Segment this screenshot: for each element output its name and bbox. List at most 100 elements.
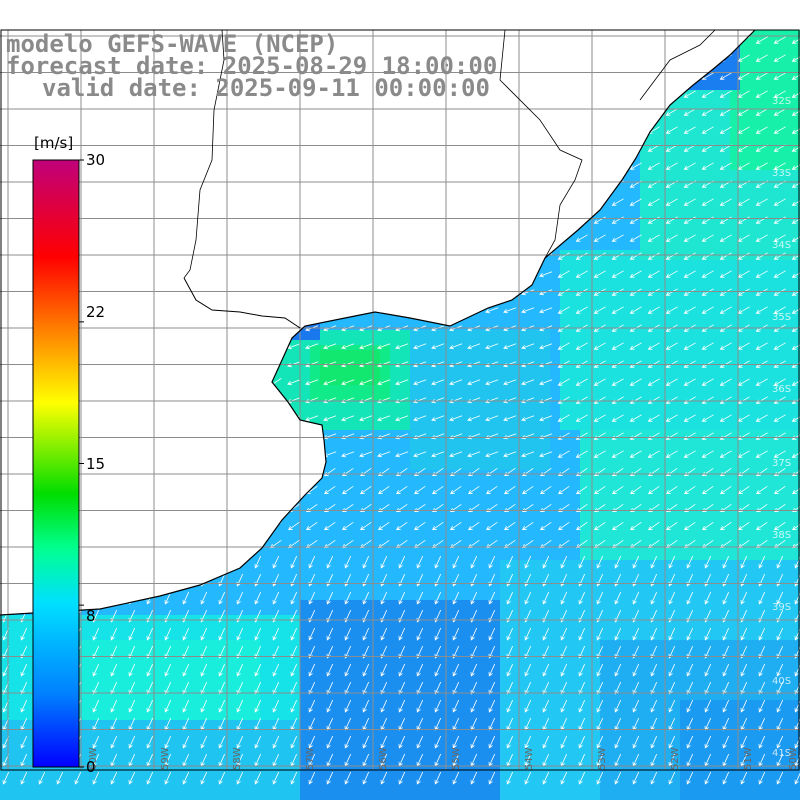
wind-arrow [665, 216, 678, 224]
wind-arrow [683, 378, 696, 386]
wind-arrow [701, 414, 714, 422]
wind-arrow [128, 681, 136, 695]
wind-arrow [416, 681, 424, 695]
wind-arrow [611, 288, 624, 296]
wind-arrow [755, 198, 768, 206]
wind-arrow [182, 699, 190, 713]
wind-arrow [758, 555, 766, 569]
wind-arrow [434, 591, 442, 605]
wind-arrow [434, 735, 442, 749]
wind-arrow [146, 681, 154, 695]
wind-arrow [722, 699, 730, 713]
wind-arrow [560, 555, 568, 569]
wind-arrow [326, 591, 334, 605]
wind-arrow [146, 771, 154, 785]
wind-arrow [452, 735, 460, 749]
wind-arrow [485, 451, 499, 458]
wind-arrow [683, 252, 696, 260]
wind-arrow [666, 521, 678, 531]
lon-label: 56W [378, 747, 389, 770]
lat-label: 39S [772, 602, 791, 613]
wind-arrow [20, 735, 28, 749]
wind-arrow [182, 735, 190, 749]
wind-arrow [305, 379, 319, 386]
wind-arrow [686, 699, 694, 713]
wind-arrow [648, 485, 660, 495]
wind-arrow [146, 627, 154, 641]
wind-arrow [398, 591, 406, 605]
wind-arrow [20, 681, 28, 695]
colorbar-tick-label: 22 [86, 303, 105, 321]
wind-arrow [668, 555, 676, 569]
wind-arrow [414, 485, 426, 495]
wind-arrow [791, 162, 800, 170]
wind-arrow [575, 342, 588, 350]
lon-label: 55W [451, 747, 462, 770]
wind-arrow [236, 699, 244, 713]
wind-arrow [503, 451, 517, 458]
wind-arrow [629, 450, 642, 458]
wind-arrow [344, 735, 352, 749]
wind-arrow [110, 627, 118, 641]
wind-arrow [686, 681, 694, 695]
lon-label: 57W [305, 747, 316, 770]
wind-arrow [560, 591, 568, 605]
wind-arrow [128, 735, 136, 749]
wind-arrow [722, 735, 730, 749]
wind-arrow [326, 555, 334, 569]
wind-arrow [254, 663, 262, 677]
wind-arrow [434, 699, 442, 713]
wind-arrow [578, 663, 586, 677]
wind-arrow [701, 90, 714, 98]
wind-arrow [629, 288, 642, 296]
wind-arrow [146, 663, 154, 677]
wind-arrow [791, 108, 800, 116]
wind-arrow [773, 36, 786, 44]
wind-arrow [522, 485, 534, 495]
wind-arrow [593, 270, 606, 278]
wind-arrow [540, 521, 552, 531]
wind-arrow [611, 450, 624, 458]
wind-arrow [542, 681, 550, 695]
wind-arrow [450, 521, 462, 531]
wind-arrow [756, 485, 768, 495]
wind-arrow [683, 90, 696, 98]
wind-arrow [164, 771, 172, 785]
wind-arrow [755, 252, 768, 260]
wind-arrow [305, 343, 319, 350]
lon-label: 54W [524, 747, 535, 770]
wind-arrow [611, 432, 624, 440]
wind-arrow [467, 379, 481, 386]
wind-arrow [596, 555, 604, 569]
wind-arrow [632, 555, 640, 569]
wind-arrow [683, 126, 696, 134]
wind-arrow [288, 521, 300, 531]
wind-arrow [596, 771, 604, 785]
wind-arrow [416, 555, 424, 569]
lon-label: 59W [160, 747, 171, 770]
wind-arrow [596, 735, 604, 749]
country-border [183, 29, 225, 279]
wind-arrow [540, 485, 552, 495]
wind-arrow [758, 663, 766, 677]
wind-arrow [344, 771, 352, 785]
colorbar-tick-label: 15 [86, 455, 105, 473]
wind-arrow [665, 342, 678, 350]
wind-arrow [504, 521, 516, 531]
wind-arrow [395, 451, 409, 458]
lat-lon-grid [0, 30, 800, 770]
wind-arrow [414, 521, 426, 531]
wind-arrow [362, 591, 370, 605]
wind-arrow [218, 771, 226, 785]
wind-arrow [665, 306, 678, 314]
wind-arrow [542, 735, 550, 749]
wind-arrow [452, 681, 460, 695]
wind-arrow [683, 342, 696, 350]
wind-arrow [485, 343, 499, 350]
wind-arrow [362, 771, 370, 785]
wind-arrow [308, 699, 316, 713]
lon-label: 60W [88, 747, 99, 770]
wind-arrow [182, 771, 190, 785]
wind-arrow [614, 663, 622, 677]
wind-arrow [575, 252, 588, 260]
